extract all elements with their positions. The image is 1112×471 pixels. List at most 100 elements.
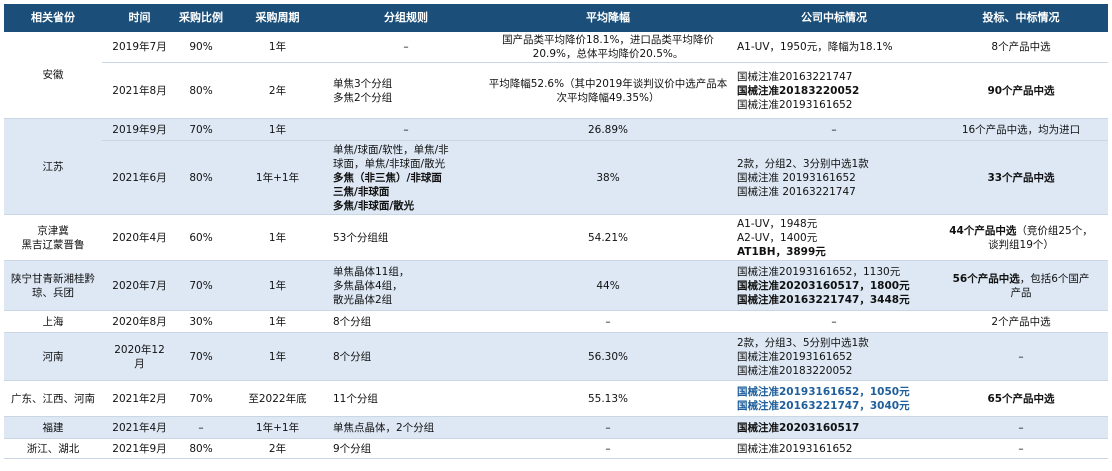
- ratio-cell: 70%: [177, 380, 225, 417]
- table-row: 上海 2020年8月 30% 1年 8个分组 – – 2个产品中选: [4, 310, 1108, 333]
- rule-line: 多焦/非球面/散光: [333, 199, 415, 212]
- rule-line: 散光晶体2组: [333, 293, 393, 306]
- time-cell: 2020年7月: [102, 260, 177, 311]
- table-row: 安徽 2019年7月 90% 1年 – 国产品类平均降价18.1%，进口品类平均…: [4, 32, 1108, 119]
- time-cell: 2021年8月: [102, 62, 177, 119]
- time-cell: 2020年8月: [102, 310, 177, 333]
- col-header-drop: 平均降幅: [482, 4, 734, 32]
- drop-cell: 26.89%: [482, 118, 734, 141]
- bid-detail-line: 产品: [1010, 286, 1032, 299]
- cycle-cell: 1年: [225, 214, 330, 261]
- company-cell: A1-UV，1950元，降幅为18.1%: [734, 32, 934, 63]
- cycle-cell: 2年: [225, 62, 330, 119]
- bid-count: 56个产品中选: [952, 272, 1020, 285]
- bid-cell: –: [934, 332, 1108, 381]
- company-line: AT1BH，3899元: [737, 245, 826, 258]
- drop-cell: 国产品类平均降价18.1%，进口品类平均降价 20.9%，总体平均降价20.5%…: [482, 32, 734, 63]
- ratio-cell: 30%: [177, 310, 225, 333]
- ratio-cell: 80%: [177, 140, 225, 215]
- cycle-cell: 1年+1年: [225, 416, 330, 439]
- company-line: A1-UV，1948元: [737, 217, 818, 230]
- time-cell: 2019年9月: [102, 118, 177, 141]
- rule-cell: –: [330, 32, 482, 63]
- province-line: 琼、兵团: [32, 286, 74, 299]
- company-line: A2-UV，1400元: [737, 231, 818, 244]
- col-header-company: 公司中标情况: [734, 4, 934, 32]
- bid-cell: 33个产品中选: [934, 140, 1108, 215]
- company-cell: 国械注准20193161652，1130元 国械注准20203160517，18…: [734, 260, 934, 311]
- table-row: 河南 2020年12 月 70% 1年 8个分组 56.30% 2款，分组3、5…: [4, 332, 1108, 381]
- cropped-next-row: [4, 465, 1108, 471]
- rule-cell: 53个分组组: [330, 214, 482, 261]
- rule-line: 三焦/非球面: [333, 185, 390, 198]
- rule-line: 单焦晶体11组，: [333, 265, 410, 278]
- bid-cell: 44个产品中选（竞价组25个， 谈判组19个）: [934, 214, 1108, 261]
- col-header-province: 相关省份: [4, 4, 102, 32]
- province-line: 黑吉辽蒙晋鲁: [21, 238, 85, 251]
- bid-detail-line: 谈判组19个）: [988, 238, 1054, 251]
- cycle-cell: 1年+1年: [225, 140, 330, 215]
- cycle-cell: 1年: [225, 260, 330, 311]
- company-cell: 国械注准20203160517: [734, 416, 934, 439]
- company-cell: –: [734, 118, 934, 141]
- time-cell: 2020年4月: [102, 214, 177, 261]
- cropped-text-fragment: [14, 465, 74, 471]
- province-cell: 福建: [4, 416, 102, 439]
- time-cell: 2019年7月: [102, 32, 177, 63]
- cycle-cell: 1年: [225, 118, 330, 141]
- company-line: 2款，分组2、3分别中选1款: [737, 157, 869, 170]
- col-header-cycle: 采购周期: [225, 4, 330, 32]
- bid-cell: –: [934, 438, 1108, 459]
- rule-cell: 8个分组: [330, 332, 482, 381]
- drop-cell: 56.30%: [482, 332, 734, 381]
- company-line: 国械注准20183220052: [737, 364, 853, 377]
- ratio-cell: 70%: [177, 260, 225, 311]
- company-line: 国械注准20203160517，1800元: [737, 279, 910, 292]
- ratio-cell: 80%: [177, 438, 225, 459]
- bid-cell: –: [934, 416, 1108, 439]
- procurement-table: 相关省份 时间 采购比例 采购周期 分组规则 平均降幅 公司中标情况 投标、中标…: [4, 4, 1108, 459]
- cycle-cell: 1年: [225, 332, 330, 381]
- company-line: 国械注准20163221747: [737, 70, 853, 83]
- header-row: 相关省份 时间 采购比例 采购周期 分组规则 平均降幅 公司中标情况 投标、中标…: [4, 4, 1108, 32]
- bid-cell: 90个产品中选: [934, 62, 1108, 119]
- ratio-cell: 60%: [177, 214, 225, 261]
- table-row: 浙江、湖北 2021年9月 80% 2年 9个分组 – 国械注准20193161…: [4, 438, 1108, 459]
- table-row: 江苏 2019年9月 70% 1年 – 26.89% – 16个产品中选，均为进…: [4, 118, 1108, 215]
- company-cell: 2款，分组3、5分别中选1款 国械注准20193161652 国械注准20183…: [734, 332, 934, 381]
- ratio-cell: 90%: [177, 32, 225, 63]
- drop-line: 次平均降幅49.35%）: [556, 91, 660, 104]
- table-row: 陕宁甘青新湘桂黔 琼、兵团 2020年7月 70% 1年 单焦晶体11组， 多焦…: [4, 260, 1108, 311]
- cropped-text-fragment: [254, 465, 314, 471]
- province-cell: 浙江、湖北: [4, 438, 102, 459]
- drop-cell: –: [482, 416, 734, 439]
- time-line: 2020年12: [114, 343, 165, 356]
- rule-line: 多焦2个分组: [333, 91, 393, 104]
- drop-line: 20.9%，总体平均降价20.5%。: [532, 48, 684, 60]
- company-line: 国械注准20193161652: [737, 98, 853, 111]
- company-cell: –: [734, 310, 934, 333]
- table-row: 京津冀 黑吉辽蒙晋鲁 2020年4月 60% 1年 53个分组组 54.21% …: [4, 214, 1108, 261]
- company-line: 国械注准20163221747，3448元: [737, 293, 910, 306]
- company-line: 国械注准20183220052: [737, 84, 860, 97]
- drop-cell: –: [482, 438, 734, 459]
- time-line: 月: [134, 357, 145, 370]
- drop-cell: 38%: [482, 140, 734, 215]
- province-line: 陕宁甘青新湘桂黔: [11, 272, 95, 285]
- rule-line: 多焦晶体4组，: [333, 279, 403, 292]
- ratio-cell: 80%: [177, 62, 225, 119]
- rule-line: 单焦/球面/软性，单焦/非: [333, 143, 449, 156]
- col-header-bid: 投标、中标情况: [934, 4, 1108, 32]
- table-row: 2021年8月 80% 2年 单焦3个分组 多焦2个分组 平均降幅52.6%（其…: [4, 62, 1108, 119]
- col-header-time: 时间: [102, 4, 177, 32]
- time-cell: 2021年6月: [102, 140, 177, 215]
- table-row: 2021年6月 80% 1年+1年 单焦/球面/软性，单焦/非 球面，单焦/非球…: [4, 140, 1108, 215]
- drop-cell: 44%: [482, 260, 734, 311]
- bid-cell: 65个产品中选: [934, 380, 1108, 417]
- time-cell: 2020年12 月: [102, 332, 177, 381]
- company-line: 2款，分组3、5分别中选1款: [737, 336, 869, 349]
- ratio-cell: 70%: [177, 118, 225, 141]
- company-line: 国械注准 20163221747: [737, 185, 856, 198]
- province-cell: 广东、江西、河南: [4, 380, 102, 417]
- drop-line: 国产品类平均降价18.1%，进口品类平均降价: [502, 34, 714, 46]
